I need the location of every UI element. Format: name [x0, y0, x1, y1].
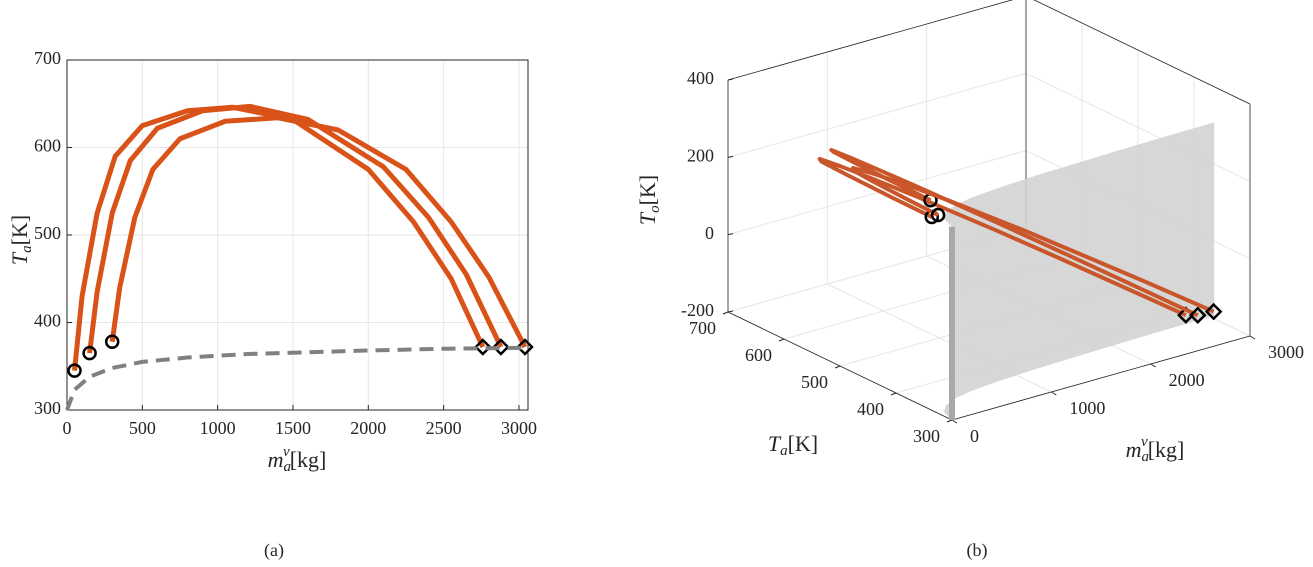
axis-edge [727, 0, 1014, 81]
z-tick-label: 200 [687, 145, 714, 165]
y-tick-label: 300 [913, 426, 940, 446]
axis-label: Ta[K] [7, 215, 35, 265]
end-marker [474, 338, 492, 356]
tick-mark [1051, 391, 1057, 396]
y-tick-label: 700 [689, 318, 716, 338]
z-tick-label: 0 [705, 223, 714, 243]
grid-line [727, 72, 1027, 158]
data-line [829, 147, 1199, 318]
grid-line [727, 150, 1027, 236]
tick-mark [727, 155, 734, 158]
x-tick-label: 2500 [426, 418, 462, 438]
z-tick-label: 400 [687, 68, 714, 88]
x-tick-label: 1500 [275, 418, 311, 438]
label-subscript: o [647, 205, 663, 213]
tick-mark [946, 419, 953, 423]
data-line [850, 165, 1215, 314]
x-tick-label: 3000 [501, 418, 537, 438]
grid-line [727, 0, 1014, 81]
label-superscript: v [283, 444, 290, 460]
end-marker [516, 338, 534, 356]
x-tick-label: 1000 [1069, 398, 1105, 418]
x-tick-label: 2000 [350, 418, 386, 438]
axis-label: mav[kg] [1126, 434, 1185, 465]
x-tick-label: 0 [970, 426, 979, 446]
tick-mark [722, 311, 729, 315]
y-tick-label: 700 [34, 48, 61, 68]
y-tick-label: 500 [34, 223, 61, 243]
label-subscript: a [284, 459, 292, 475]
tick-mark [1249, 335, 1256, 340]
tick-mark [727, 233, 734, 236]
label-superscript: v [1141, 434, 1148, 450]
y-tick-label: 600 [745, 345, 772, 365]
x-tick-label: 500 [129, 418, 156, 438]
tick-mark [727, 310, 734, 313]
surface [944, 122, 1215, 421]
end-marker [1204, 302, 1223, 321]
x-tick-label: 0 [63, 418, 72, 438]
end-marker [492, 338, 510, 356]
axis-label: Ta[K] [768, 431, 818, 459]
tick-mark [951, 419, 958, 424]
dashed-curve [65, 345, 526, 411]
axis-edge [727, 311, 953, 421]
label-subscript: a [19, 245, 35, 253]
y-tick-label: 400 [34, 311, 61, 331]
start-marker [930, 207, 946, 223]
label-symbol: T [768, 431, 782, 456]
tick-mark [1150, 363, 1156, 368]
label-unit: [K] [635, 175, 660, 206]
label-unit: [kg] [290, 447, 327, 472]
axis-label: To[K] [635, 175, 663, 225]
data-line [87, 103, 504, 354]
caption: (a) [264, 540, 284, 561]
y-tick-label: 500 [801, 372, 828, 392]
axis-label: mav[kg] [268, 444, 327, 475]
start-marker [104, 334, 120, 349]
label-unit: [kg] [1148, 437, 1185, 462]
start-marker [67, 363, 82, 378]
axis-edge [1033, 0, 1251, 105]
label-unit: [K] [7, 215, 32, 246]
x-tick-label: 3000 [1268, 342, 1304, 362]
tick-mark [890, 392, 897, 396]
axes-box [66, 59, 529, 411]
tick-mark [778, 338, 785, 342]
tick-mark [834, 365, 841, 369]
label-unit: [K] [788, 431, 819, 456]
z-tick-label: -200 [681, 300, 714, 320]
x-tick-label: 2000 [1169, 370, 1205, 390]
label-symbol: m [268, 447, 284, 472]
y-tick-label: 300 [34, 398, 61, 418]
label-subscript: a [780, 443, 788, 459]
label-symbol: T [635, 211, 660, 225]
y-tick-label: 600 [34, 136, 61, 156]
end-marker [1188, 306, 1207, 325]
data-line [109, 115, 528, 349]
label-symbol: T [7, 251, 32, 265]
axis-edge [951, 335, 1251, 421]
label-symbol: m [1126, 437, 1142, 462]
x-tick-label: 1000 [200, 418, 236, 438]
label-subscript: a [1142, 449, 1150, 465]
caption: (b) [967, 540, 988, 561]
start-marker [82, 345, 97, 361]
y-tick-label: 400 [857, 399, 884, 419]
